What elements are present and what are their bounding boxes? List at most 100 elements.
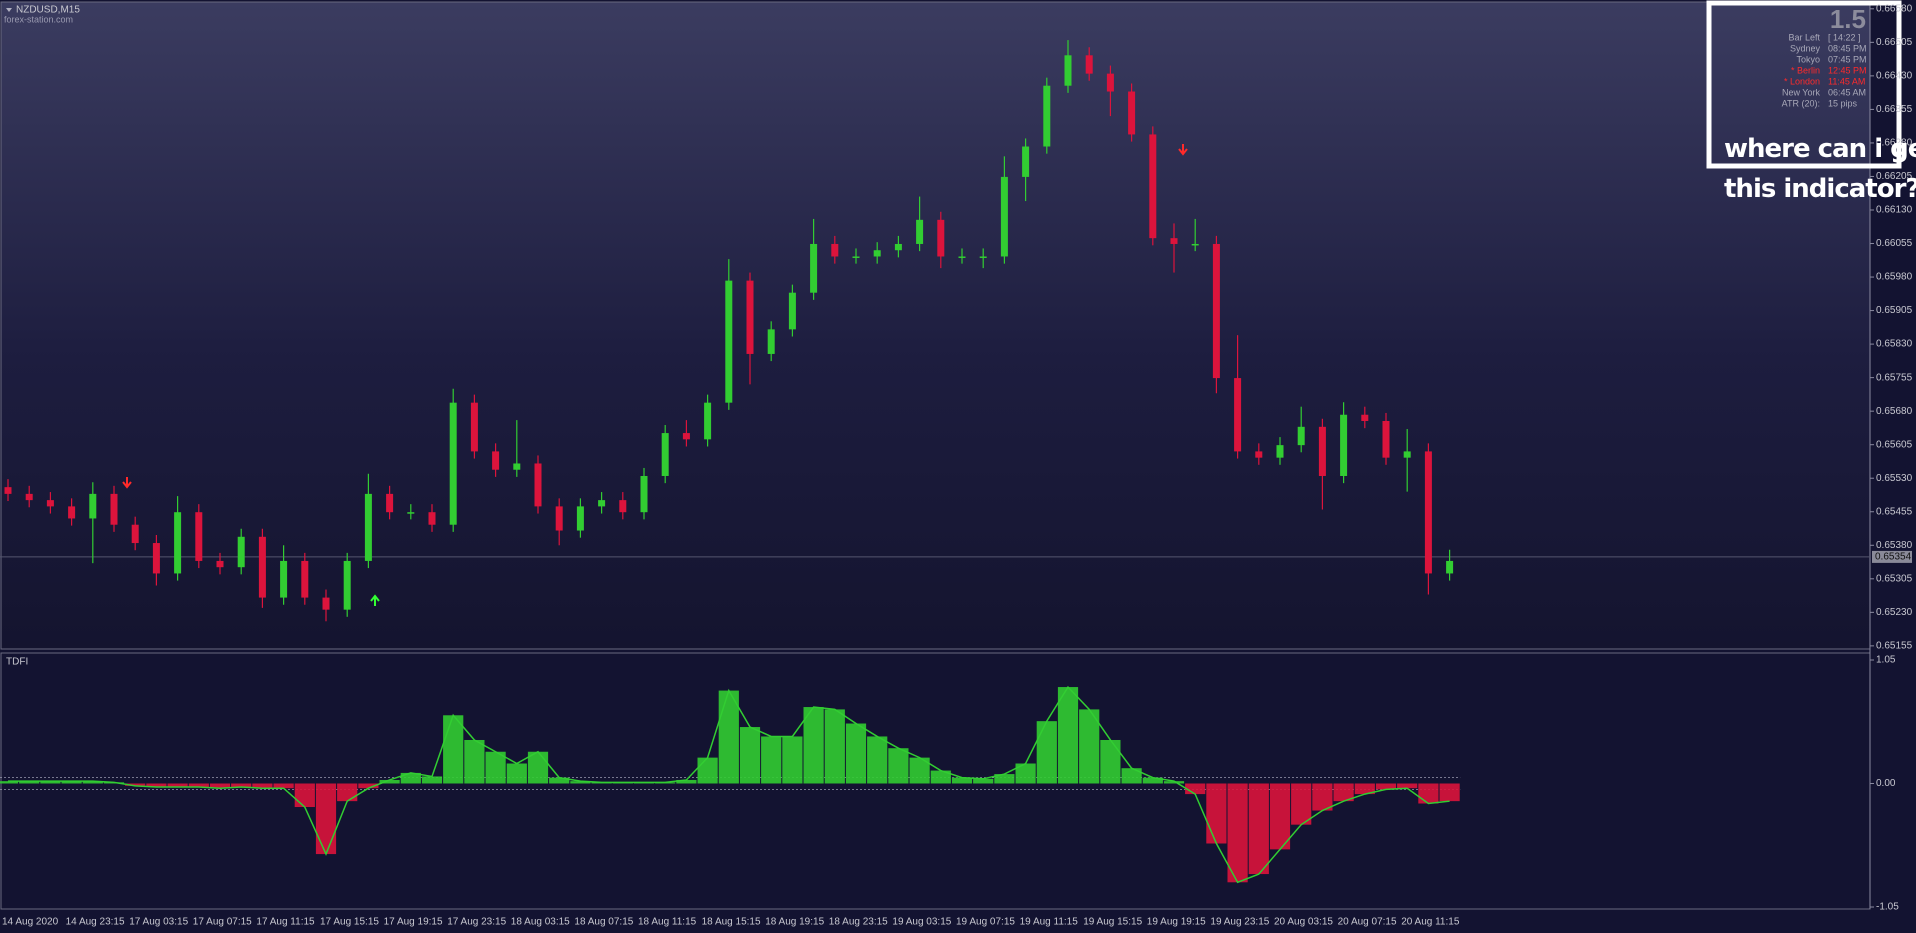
info-label: Bar Left (1788, 32, 1820, 42)
candle-body (492, 451, 500, 470)
candle-body (534, 463, 542, 507)
histogram-bar (930, 770, 951, 784)
candle-body (767, 329, 775, 354)
y-tick-label: 0.65755 (1876, 372, 1913, 383)
candle-body (343, 560, 351, 610)
sell-arrow (1178, 144, 1188, 156)
histogram-bar (1057, 687, 1079, 784)
histogram-bar (1015, 763, 1036, 784)
histogram-bar (125, 783, 146, 786)
info-value: 11:45 AM (1828, 76, 1865, 86)
y-tick-label: 0.66055 (1876, 238, 1913, 249)
x-tick-label: 19 Aug 07:15 (956, 917, 1015, 928)
sell-arrow (122, 477, 132, 489)
x-tick-label: 14 Aug 2020 (2, 917, 59, 928)
candle-body (1382, 421, 1390, 458)
histogram-bar (146, 783, 167, 788)
y-tick-label: 0.65455 (1876, 506, 1913, 517)
histogram-bar (1312, 783, 1333, 811)
histogram-bar (1375, 783, 1397, 790)
histogram-bar (994, 774, 1015, 784)
histogram-bar (1206, 783, 1227, 844)
histogram-bar (676, 779, 697, 784)
histogram-bar (888, 748, 909, 784)
histogram-bar (973, 778, 994, 784)
x-tick-label: 19 Aug 11:15 (1020, 917, 1079, 928)
info-value: 07:45 PM (1828, 54, 1867, 64)
y-tick-label: 0.65980 (1876, 272, 1913, 283)
candle-body (852, 256, 860, 258)
candle-body (1212, 243, 1220, 379)
candle-body (280, 560, 288, 598)
candle-body (1064, 55, 1072, 86)
histogram-bar (1248, 783, 1269, 875)
y-tick-label: 1.05 (1876, 655, 1896, 666)
histogram-bar (40, 781, 61, 784)
histogram-bar (697, 757, 718, 784)
histogram-bar (1036, 721, 1057, 784)
histogram-bar (782, 736, 803, 784)
info-label: New York (1782, 87, 1821, 97)
info-value: 12:45 PM (1828, 65, 1867, 75)
candle-body (1361, 414, 1369, 421)
histogram-bar (506, 763, 527, 784)
histogram-bar (1333, 783, 1354, 802)
candle-body (449, 402, 457, 525)
histogram-bar (209, 783, 231, 789)
candle-body (364, 493, 372, 561)
info-big: 1.5 (1830, 4, 1866, 34)
y-tick-label: 0.65680 (1876, 406, 1913, 417)
x-tick-label: 17 Aug 15:15 (320, 917, 379, 928)
candle-body (894, 243, 902, 251)
buy-arrow (370, 594, 380, 606)
candle-body (746, 280, 754, 354)
x-tick-label: 18 Aug 19:15 (765, 917, 824, 928)
x-tick-label: 17 Aug 23:15 (447, 917, 506, 928)
histogram-bar (1121, 768, 1142, 784)
info-label: Sydney (1790, 43, 1821, 53)
histogram-bar (421, 776, 443, 784)
histogram-bar (1185, 783, 1206, 795)
candle-body (1446, 560, 1454, 574)
last-price-label: 0.65354 (1875, 552, 1912, 563)
histogram-bar (739, 727, 761, 784)
candle-body (916, 219, 924, 244)
x-tick-label: 20 Aug 03:15 (1274, 917, 1333, 928)
x-tick-label: 17 Aug 11:15 (256, 917, 315, 928)
candle-body (89, 493, 97, 519)
info-value: [ 14:22 ] (1828, 32, 1861, 42)
histogram-bar (803, 707, 824, 784)
histogram-bar (570, 781, 591, 784)
x-tick-label: 17 Aug 07:15 (193, 917, 252, 928)
candle-body (407, 512, 415, 514)
candle-body (1128, 91, 1136, 135)
histogram-bar (188, 783, 209, 788)
candle-body (958, 256, 966, 258)
info-label: * Berlin (1791, 65, 1820, 75)
candle-body (470, 402, 478, 452)
y-tick-label: 0.66205 (1876, 171, 1913, 182)
candle-body (428, 512, 436, 525)
histogram-bar (379, 779, 400, 784)
y-tick-label: 0.65230 (1876, 607, 1913, 618)
y-tick-label: 0.66580 (1876, 3, 1913, 14)
histogram-bar (824, 709, 845, 784)
histogram-bar (1100, 739, 1121, 784)
y-tick-label: 0.00 (1876, 778, 1896, 789)
info-label: Tokyo (1796, 54, 1820, 64)
candle-body (661, 433, 669, 476)
x-tick-label: 18 Aug 07:15 (574, 917, 633, 928)
histogram-bar (1291, 783, 1312, 825)
histogram-bar (1439, 783, 1460, 802)
x-tick-label: 19 Aug 03:15 (892, 917, 951, 928)
histogram-bar (1269, 783, 1291, 850)
info-label: ATR (20): (1782, 98, 1820, 108)
y-tick-label: 0.66130 (1876, 205, 1913, 216)
y-tick-label: 0.65830 (1876, 339, 1913, 350)
histogram-bar (951, 777, 973, 784)
candle-body (555, 506, 563, 531)
candle-body (1022, 146, 1030, 177)
histogram-bar (1418, 783, 1439, 804)
info-value: 08:45 PM (1828, 43, 1867, 53)
histogram-bar (867, 736, 888, 784)
